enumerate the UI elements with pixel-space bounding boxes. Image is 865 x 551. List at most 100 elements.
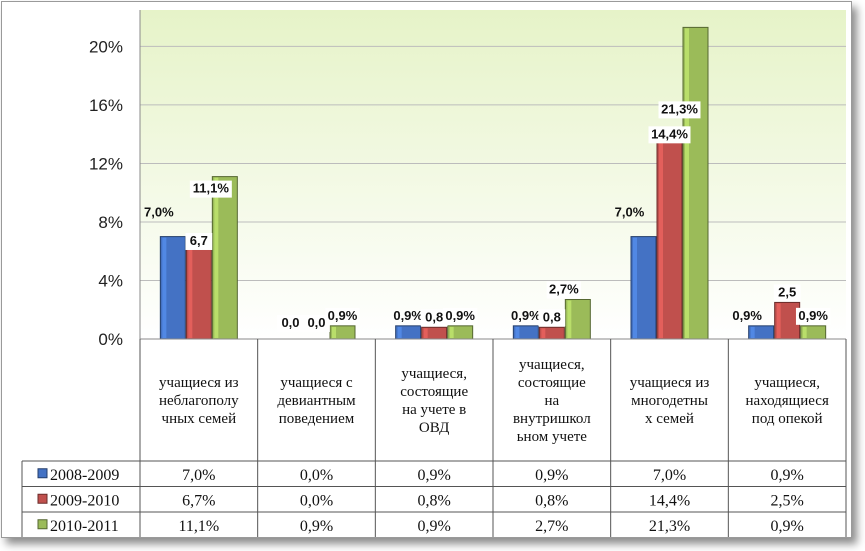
legend-key [37,493,48,504]
data-label: 0,9% [328,308,358,323]
data-label: 7,0% [615,205,645,220]
bar-highlight [449,326,454,338]
data-label: 11,1% [193,181,230,196]
table-cell: 7,0% [653,467,686,484]
data-label-bg [795,307,831,325]
category-label: внутришкол [513,411,591,427]
category-label: неблагополу [159,393,239,409]
y-tick-label: 0% [98,330,123,349]
table-cell: 6,7% [182,492,215,509]
data-label: 2,5 [778,284,796,299]
data-label: 0,9% [511,308,541,323]
table-cell: 0,9% [418,518,451,535]
bar-chart: 7,0%0,0 0,9% 0,9%7,0%0,9%6,70,0 0,8 0,814,4%… [21,10,847,537]
data-label: 0,9% [393,308,423,323]
bar-highlight [397,326,402,338]
data-label: 0,8 [425,309,443,324]
table-cell: 0,9% [300,518,333,535]
category-label: учащиеся, [401,366,467,382]
data-label-bg [185,232,213,250]
bar-highlight [332,326,336,338]
category-label: состоящие [518,375,586,391]
bar-highlight [214,177,219,338]
category-label: девиантным [277,393,356,409]
data-label: 0,9% [445,308,475,323]
bar-highlight [776,303,781,338]
data-label-bg [538,309,566,327]
table-cell: 0,9% [771,518,804,535]
table-cell: 14,4% [649,492,690,509]
table-cell: 0,0% [300,467,333,484]
bar-highlight [685,28,689,338]
chart-frame: 7,0% 0,0 0,9% 0,9% 7,0% 0,9% 6,7 0,0 0,8 0,8 14,4%… [1,1,852,538]
category-label: состоящие [400,384,468,400]
data-label: 0,8 [543,309,561,324]
category-label: находящиеся [745,393,828,409]
category-label: на учете в [402,402,466,418]
data-label-bg [420,309,448,327]
table-cell: 11,1% [178,518,219,535]
data-label: 7,0% [144,205,174,220]
table-cell: 0,8% [418,492,451,509]
category-label: чных семей [162,411,237,427]
bar-highlight [633,237,637,338]
legend-label: 2009-2010 [50,492,119,509]
data-label: 14,4% [651,126,688,141]
data-label-bg [442,307,478,325]
table-cell: 21,3% [649,518,690,535]
data-label: 2,7% [549,281,579,296]
data-label-bg [325,307,360,325]
table-cell: 2,7% [535,518,568,535]
plot-area [140,10,846,339]
bar-highlight [162,237,167,338]
y-tick-label: 4% [98,271,123,290]
category-label: под опекой [752,411,823,427]
legend-label: 2010-2011 [50,518,119,535]
table-cell: 0,8% [535,492,568,509]
data-label-bg [303,315,330,332]
category-label: учащиеся из [159,375,239,391]
y-tick-label: 12% [89,154,123,173]
table-cell: 0,9% [535,467,568,484]
category-label: ОВД [419,420,450,436]
bar-highlight [567,300,572,338]
category-label: многодетны [631,393,708,409]
data-label: 0,0 [307,315,325,330]
data-label-bg [546,281,582,299]
table-cell: 0,9% [771,467,804,484]
data-label: 0,0 [281,315,299,330]
bar-highlight [515,326,520,338]
category-label: поведением [279,411,355,427]
y-tick-label: 8% [98,213,123,232]
data-label-bg [773,284,801,302]
table-cell: 0,9% [418,467,451,484]
y-tick-label: 16% [89,96,123,115]
table-cell: 7,0% [182,467,215,484]
data-label: 0,9% [798,308,828,323]
data-label-bg [648,126,691,144]
bar-highlight [188,241,193,338]
category-label: ьном учете [517,429,588,445]
bar-highlight [750,326,755,338]
bar-highlight [541,328,546,338]
category-label: учащиеся, [519,357,585,373]
y-tick-label: 20% [89,37,123,56]
category-label: на [544,393,559,409]
data-label-bg [189,180,232,198]
category-label: х семей [645,411,694,427]
category-label: учащиеся из [630,375,710,391]
category-label: учащиеся с [280,375,353,391]
bar-highlight [423,328,428,338]
data-label: 21,3% [661,101,698,116]
data-label-bg [277,315,304,332]
table-cell: 2,5% [771,492,804,509]
legend-key [37,519,48,530]
bar-highlight [802,326,807,338]
data-label: 6,7 [190,233,208,248]
category-label: учащиеся, [754,375,820,391]
bar-highlight [659,129,663,338]
legend-key [37,468,48,479]
legend-label: 2008-2009 [50,467,119,484]
table-cell: 0,0% [300,492,333,509]
data-label: 0,9% [732,308,762,323]
